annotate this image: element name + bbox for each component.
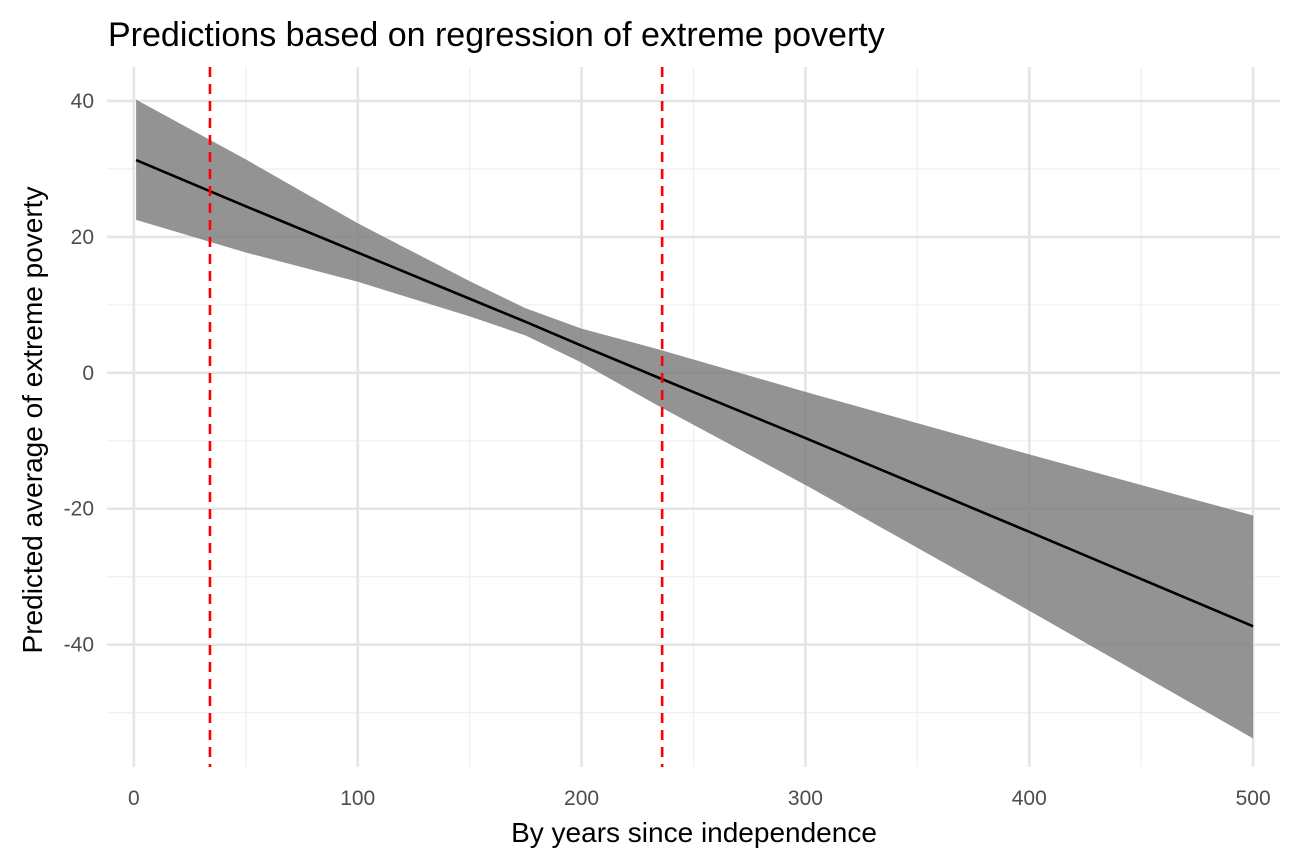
tick-labels: 0 100 200 300 400 500 -40 -20 0 20 40: [64, 90, 1271, 810]
y-tick-label: 40: [71, 90, 94, 113]
regression-line: [135, 158, 1254, 628]
y-tick-label: 0: [82, 362, 94, 385]
x-tick-label: 400: [1012, 787, 1047, 810]
y-axis-label: Predicted average of extreme poverty: [17, 187, 48, 654]
x-tick-label: 100: [340, 787, 375, 810]
chart-title: Predictions based on regression of extre…: [108, 16, 885, 54]
x-axis-label: By years since independence: [511, 817, 877, 848]
x-tick-label: 500: [1236, 787, 1271, 810]
y-tick-label: -20: [64, 498, 94, 521]
plot-area: [135, 67, 1254, 767]
y-tick-label: 20: [71, 226, 94, 249]
y-tick-label: -40: [64, 634, 94, 657]
confidence-ribbon: [136, 99, 1254, 739]
x-tick-label: 200: [564, 787, 599, 810]
x-tick-label: 0: [128, 787, 140, 810]
x-tick-label: 300: [788, 787, 823, 810]
